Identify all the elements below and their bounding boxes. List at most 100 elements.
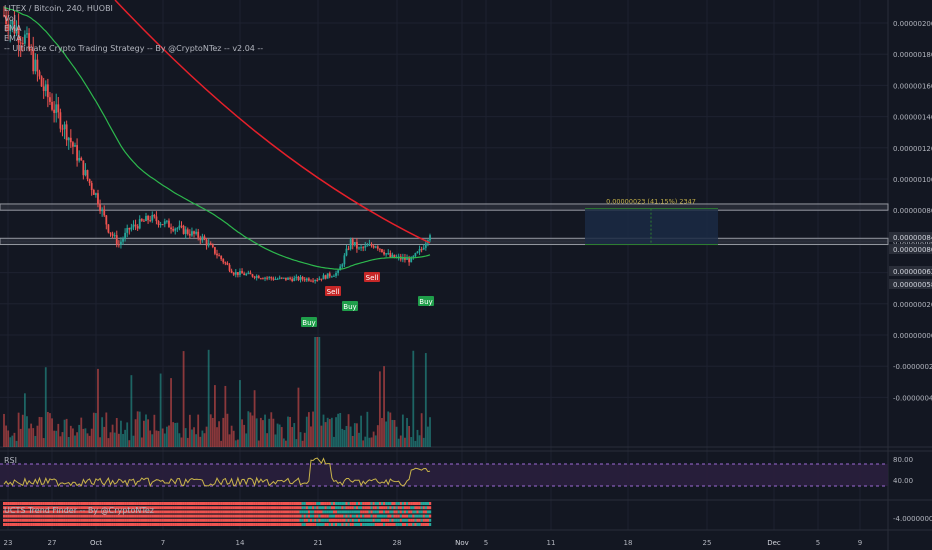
volume-bar <box>255 418 258 447</box>
trend-cell <box>136 502 139 505</box>
trend-cell <box>335 514 338 518</box>
price-tick-label: 0.00000020 <box>893 301 932 309</box>
trend-cell <box>9 523 12 526</box>
trend-cell <box>293 523 296 526</box>
trend-cell <box>368 523 371 526</box>
trend-cell <box>105 523 108 526</box>
trend-cell <box>372 523 375 526</box>
volume-bar <box>21 414 24 447</box>
candle-body <box>147 215 149 221</box>
trend-cell <box>318 506 321 510</box>
trend-tick-label: -4.00000000 <box>893 515 932 523</box>
trend-cell <box>69 514 73 518</box>
trend-cell <box>65 506 68 510</box>
trend-cell <box>94 506 98 510</box>
price-highlight-label: 0.00000084 <box>893 234 932 242</box>
trend-cell <box>36 514 39 518</box>
trend-cell <box>138 510 141 514</box>
trend-cell <box>347 523 350 526</box>
volume-bar <box>427 426 429 447</box>
trend-cell <box>424 518 428 522</box>
trend-cell <box>324 510 327 514</box>
trend-cell <box>370 502 373 505</box>
trend-cell <box>337 506 340 510</box>
volume-bar <box>134 419 137 447</box>
trend-cell <box>94 514 98 518</box>
trend-cell <box>220 502 223 505</box>
trend-cell <box>251 502 254 505</box>
candle-body <box>132 224 135 228</box>
trend-cell <box>170 510 173 514</box>
candle-body <box>5 15 7 25</box>
volume-bar <box>222 417 225 447</box>
trend-cell <box>209 514 212 518</box>
trend-cell <box>393 510 396 514</box>
trend-cell <box>28 510 31 514</box>
trend-cell <box>247 502 250 505</box>
measure-tool[interactable]: 0.00000023 (41.15%) 2347 <box>585 198 718 246</box>
trend-cell <box>358 502 361 505</box>
symbol-title[interactable]: LITEX / Bitcoin, 240, HUOBI <box>4 4 113 13</box>
trend-cell <box>151 510 154 514</box>
trend-cell <box>368 506 371 510</box>
trend-cell <box>174 518 177 522</box>
trend-cell <box>416 518 419 522</box>
volume-bar <box>368 437 371 447</box>
trend-cell <box>38 510 41 514</box>
trend-cell <box>203 510 206 514</box>
trend-cell <box>21 502 24 505</box>
price-highlight-label: 0.00000080 <box>893 246 932 254</box>
trend-cell <box>395 514 398 518</box>
trend-cell <box>63 514 66 518</box>
trend-cell <box>291 514 294 518</box>
trend-cell <box>122 502 125 505</box>
trend-cell <box>119 506 123 510</box>
trend-cell <box>63 502 66 505</box>
trend-cell <box>268 506 271 510</box>
trend-cell <box>245 502 248 505</box>
volume-bar <box>111 424 114 447</box>
trend-cell <box>228 514 231 518</box>
rsi-pane-label[interactable]: RSI <box>4 456 17 465</box>
trend-cell <box>320 506 323 510</box>
legend-strategy[interactable]: -- Ultimate Crypto Trading Strategy -- B… <box>4 44 264 53</box>
trend-cell <box>172 523 175 526</box>
candle-body <box>159 224 162 226</box>
horizontal-zones[interactable] <box>0 203 889 246</box>
axes: 0.000002200.000002000.000001800.00000160… <box>4 20 932 547</box>
trend-cell <box>251 523 254 526</box>
trend-cell <box>278 523 281 526</box>
trend-cell <box>30 523 33 526</box>
volume-bar <box>220 440 223 447</box>
legend-volume[interactable]: Vol <box>4 14 16 23</box>
trend-cell <box>128 506 131 510</box>
trend-cell <box>92 514 95 518</box>
trend-cell <box>218 502 221 505</box>
volume-bar <box>159 373 162 447</box>
volume-bar <box>385 421 388 447</box>
trend-cell <box>414 514 417 518</box>
volume-bar <box>161 428 164 447</box>
trend-cell <box>145 523 148 526</box>
trend-cell <box>301 506 304 510</box>
trend-pane-label[interactable]: UCTS Trend Finder -- By @CryptoNTez <box>4 506 154 515</box>
trend-cell <box>174 502 177 505</box>
trend-cell <box>124 523 127 526</box>
volume-bar <box>274 434 277 447</box>
trend-cell <box>80 518 83 522</box>
trend-cell <box>74 518 77 522</box>
trend-cell <box>145 506 148 510</box>
trend-cell <box>209 518 212 522</box>
trend-cell <box>345 510 348 514</box>
trend-cell <box>157 506 160 510</box>
trend-cell <box>353 523 357 526</box>
trend-cell <box>159 510 162 514</box>
trend-cell <box>270 514 273 518</box>
legend-ema-1[interactable]: EMA <box>4 24 22 33</box>
legend-ema-2[interactable]: EMA <box>4 34 22 43</box>
chart-legend: LITEX / Bitcoin, 240, HUOBI Vol EMA EMA … <box>4 4 263 54</box>
trend-cell <box>374 523 377 526</box>
trend-cell <box>282 514 286 518</box>
